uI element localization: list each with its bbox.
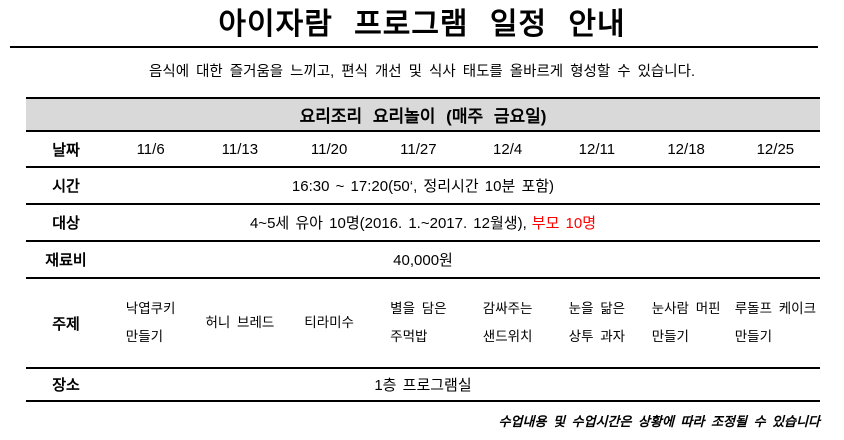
topic-line: 상투 과자 (568, 329, 626, 344)
date-cell: 12/18 (667, 140, 705, 158)
topic-cell: 감싸주는 샌드위치 (463, 295, 552, 351)
subtitle: 음식에 대한 즐거움을 느끼고, 편식 개선 및 식사 태도를 올바르게 형성할… (149, 64, 695, 80)
row-label-fee: 재료비 (45, 252, 87, 269)
topic-line: 허니 브레드 (205, 315, 275, 330)
topic-cell: 별을 담은 주먹밥 (374, 295, 463, 351)
date-cell: 11/13 (221, 140, 259, 158)
topic-text: 루돌프 케이크 만들기 (735, 295, 816, 351)
topic-line: 샌드위치 (482, 329, 533, 344)
footer-note: 수업내용 및 수업시간은 상황에 따라 조정될 수 있습니다 (498, 414, 820, 429)
table-row-target: 대상 4~5세 유아 10명(2016. 1.~2017. 12월생), 부모 1… (26, 205, 820, 242)
table-section-header: 요리조리 요리놀이 (매주 금요일) (26, 99, 820, 132)
topic-text: 눈사람 머핀 만들기 (652, 295, 721, 351)
topic-cell: 낙엽쿠키 만들기 (106, 295, 195, 351)
date-cell: 11/27 (400, 140, 437, 158)
table-row-dates: 날짜 11/6 11/13 11/20 11/27 12/4 12/11 12/… (26, 132, 820, 168)
target-value-main: 4~5세 유아 10명(2016. 1.~2017. 12월생), (249, 215, 527, 232)
topic-cell: 루돌프 케이크 만들기 (731, 295, 820, 351)
topic-text: 눈을 닮은 상투 과자 (569, 295, 625, 351)
topic-line: 루돌프 케이크 (734, 301, 817, 316)
schedule-table: 요리조리 요리놀이 (매주 금요일) 날짜 11/6 11/13 11/20 1… (26, 97, 820, 402)
topic-line: 눈사람 머핀 (651, 301, 721, 316)
fee-value: 40,000원 (393, 252, 453, 269)
table-row-place: 장소 1층 프로그램실 (26, 369, 820, 402)
topic-line: 티라미수 (304, 315, 354, 330)
topic-line: 눈을 닮은 (568, 301, 626, 316)
date-cell: 12/4 (493, 140, 523, 158)
date-cell: 12/25 (756, 140, 795, 158)
topic-text: 별을 담은 주먹밥 (390, 295, 446, 351)
topic-cell: 티라미수 (285, 309, 374, 337)
topic-line: 만들기 (651, 329, 689, 344)
row-label-topics: 주제 (52, 315, 80, 333)
topic-text: 허니 브레드 (205, 309, 274, 337)
title-divider (10, 46, 818, 48)
table-row-time: 시간 16:30 ~ 17:20(50‘, 정리시간 10분 포함) (26, 168, 820, 205)
row-label-place: 장소 (52, 377, 80, 394)
topic-line: 감싸주는 (482, 301, 533, 316)
row-label-time: 시간 (52, 178, 80, 195)
date-cell: 11/20 (310, 140, 348, 158)
table-row-fee: 재료비 40,000원 (26, 242, 820, 279)
row-label-target: 대상 (52, 215, 80, 232)
topic-line: 주먹밥 (390, 329, 428, 344)
target-value-highlight: 부모 10명 (531, 215, 597, 232)
date-cell: 11/6 (136, 140, 165, 158)
topic-line: 낙엽쿠키 (125, 301, 176, 316)
topic-line: 별을 담은 (390, 301, 447, 316)
time-value: 16:30 ~ 17:20(50‘, 정리시간 10분 포함) (291, 178, 555, 195)
page-title: 아이자람 프로그램 일정 안내 (218, 8, 626, 41)
topic-text: 감싸주는 샌드위치 (483, 295, 533, 351)
place-value: 1층 프로그램실 (374, 377, 472, 394)
topic-cell: 눈사람 머핀 만들기 (642, 295, 731, 351)
target-value: 4~5세 유아 10명(2016. 1.~2017. 12월생), 부모 10명 (26, 212, 820, 233)
topic-text: 낙엽쿠키 만들기 (126, 295, 176, 351)
topic-cell: 눈을 닮은 상투 과자 (552, 295, 641, 351)
date-cell: 12/11 (578, 140, 616, 158)
topic-text: 티라미수 (304, 309, 354, 337)
topic-cell: 허니 브레드 (195, 309, 284, 337)
table-row-topics: 주제 낙엽쿠키 만들기 허니 브레드 티라미수 별을 담은 (26, 279, 820, 369)
topic-line: 만들기 (125, 329, 164, 344)
topic-line: 만들기 (734, 329, 772, 344)
row-label-dates: 날짜 (52, 141, 80, 159)
